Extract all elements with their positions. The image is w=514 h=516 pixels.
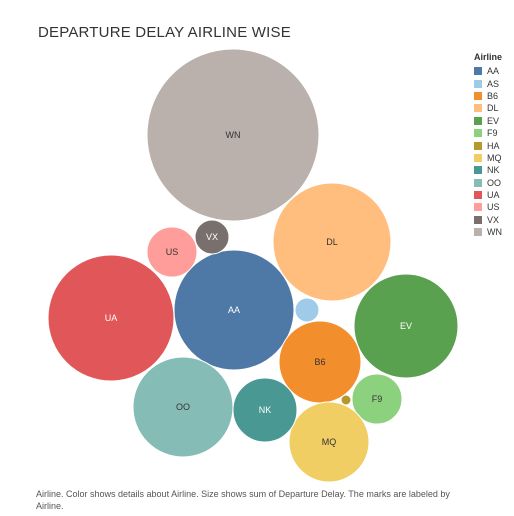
bubble-circle[interactable] — [353, 273, 459, 379]
bubble-circle[interactable] — [132, 356, 234, 458]
legend-item-as[interactable]: AS — [474, 77, 502, 89]
legend-item-wn[interactable]: WN — [474, 226, 502, 238]
bubble-circle[interactable] — [340, 394, 352, 406]
legend-swatch — [474, 91, 482, 100]
bubble-aa[interactable]: AA — [173, 249, 295, 371]
bubble-circle[interactable] — [47, 254, 175, 382]
chart-title: DEPARTURE DELAY AIRLINE WISE — [38, 24, 291, 41]
bubble-nk[interactable]: NK — [232, 377, 298, 443]
legend-swatch — [474, 129, 482, 138]
legend-swatch — [474, 178, 482, 187]
bubble-b6[interactable]: B6 — [278, 320, 362, 404]
legend-label: VX — [487, 214, 500, 225]
legend-label: MQ — [487, 152, 502, 163]
legend-item-ha[interactable]: HA — [474, 139, 502, 151]
legend-swatch — [474, 191, 482, 200]
legend-label: B6 — [487, 90, 499, 101]
bubble-label: OO — [176, 402, 190, 412]
legend-item-vx[interactable]: VX — [474, 214, 502, 226]
legend-item-nk[interactable]: NK — [474, 164, 502, 176]
bubble-f9[interactable]: F9 — [351, 373, 403, 425]
bubble-wn[interactable]: WN — [146, 48, 320, 222]
legend-label: F9 — [487, 128, 498, 139]
bubble-circle[interactable] — [146, 226, 198, 278]
legend-item-f9[interactable]: F9 — [474, 127, 502, 139]
bubble-label: WN — [226, 130, 241, 140]
legend-item-aa[interactable]: AA — [474, 65, 502, 77]
bubble-label: DL — [326, 237, 338, 247]
caption: Airline. Color shows details about Airli… — [36, 489, 450, 511]
bubble-circle[interactable] — [146, 48, 320, 222]
legend: Airline AA AS B6 DL EV F9 HA MQ NK OO UA US VX WN — [474, 52, 502, 238]
bubble-label: AA — [228, 305, 240, 315]
legend-label: HA — [487, 140, 500, 151]
legend-swatch — [474, 67, 482, 76]
bubble-circle[interactable] — [173, 249, 295, 371]
bubble-vx[interactable]: VX — [194, 219, 230, 255]
legend-swatch — [474, 104, 482, 113]
legend-item-us[interactable]: US — [474, 201, 502, 213]
legend-label: US — [487, 202, 500, 213]
bubble-us[interactable]: US — [146, 226, 198, 278]
bubble-label: B6 — [314, 357, 325, 367]
bubble-label: UA — [105, 313, 118, 323]
legend-label: AS — [487, 78, 500, 89]
legend-swatch — [474, 203, 482, 212]
bubble-label: MQ — [322, 437, 337, 447]
legend-swatch — [474, 79, 482, 88]
bubble-circle[interactable] — [194, 219, 230, 255]
bubble-label: VX — [206, 232, 218, 242]
legend-swatch — [474, 228, 482, 237]
legend-label: UA — [487, 190, 500, 201]
bubble-mq[interactable]: MQ — [288, 401, 370, 483]
legend-label: AA — [487, 66, 500, 77]
legend-item-ev[interactable]: EV — [474, 115, 502, 127]
legend-label: OO — [487, 177, 502, 188]
bubble-ev[interactable]: EV — [353, 273, 459, 379]
legend-item-b6[interactable]: B6 — [474, 90, 502, 102]
bubble-as[interactable] — [294, 297, 320, 323]
legend-swatch — [474, 153, 482, 162]
legend-swatch — [474, 215, 482, 224]
legend-title: Airline — [474, 52, 503, 62]
bubble-circle[interactable] — [294, 297, 320, 323]
bubble-dl[interactable]: DL — [272, 182, 392, 302]
legend-label: DL — [487, 103, 499, 114]
bubble-circle[interactable] — [351, 373, 403, 425]
legend-items: AA AS B6 DL EV F9 HA MQ NK OO UA US VX WN — [474, 65, 502, 238]
legend-item-ua[interactable]: UA — [474, 189, 502, 201]
legend-swatch — [474, 116, 482, 125]
legend-item-dl[interactable]: DL — [474, 102, 502, 114]
bubble-label: EV — [400, 321, 412, 331]
legend-swatch — [474, 166, 482, 175]
bubble-label: US — [166, 247, 179, 257]
bubble-oo[interactable]: OO — [132, 356, 234, 458]
legend-item-mq[interactable]: MQ — [474, 152, 502, 164]
legend-label: NK — [487, 165, 500, 176]
bubble-circle[interactable] — [288, 401, 370, 483]
legend-label: WN — [487, 227, 502, 238]
legend-swatch — [474, 141, 482, 150]
bubble-ha[interactable] — [340, 394, 352, 406]
bubble-ua[interactable]: UA — [47, 254, 175, 382]
bubble-label: F9 — [372, 394, 383, 404]
bubble-circle[interactable] — [272, 182, 392, 302]
legend-item-oo[interactable]: OO — [474, 177, 502, 189]
bubble-label: NK — [259, 405, 272, 415]
legend-label: EV — [487, 115, 500, 126]
